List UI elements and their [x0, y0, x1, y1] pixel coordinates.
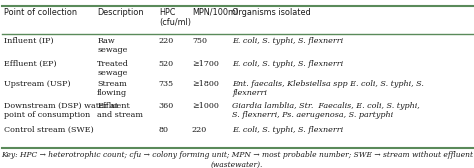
Text: E. coli, S. typhi, S. flexnerri: E. coli, S. typhi, S. flexnerri	[232, 126, 343, 134]
Text: 750: 750	[192, 37, 207, 45]
Text: 520: 520	[159, 60, 174, 68]
Text: Downstream (DSP) water at
point of consumption: Downstream (DSP) water at point of consu…	[4, 102, 118, 119]
Text: ≥1700: ≥1700	[192, 60, 219, 68]
Text: Control stream (SWE): Control stream (SWE)	[4, 126, 93, 134]
Text: Description: Description	[97, 8, 144, 17]
Text: Influent (IP): Influent (IP)	[4, 37, 54, 45]
Text: Point of collection: Point of collection	[4, 8, 77, 17]
Text: MPN/100ml: MPN/100ml	[192, 8, 238, 17]
Text: Organisms isolated: Organisms isolated	[232, 8, 311, 17]
Text: Upstream (USP): Upstream (USP)	[4, 80, 71, 88]
Text: Ent. faecalis, Klebsiellsa spp E. coli, S. typhi, S.
flexnerri: Ent. faecalis, Klebsiellsa spp E. coli, …	[232, 80, 424, 97]
Text: Key: HPC → heterotrophic count; cfu → colony forming unit; MPN → most probable n: Key: HPC → heterotrophic count; cfu → co…	[1, 151, 473, 168]
Text: Stream
flowing: Stream flowing	[97, 80, 128, 97]
Text: ≥1800: ≥1800	[192, 80, 219, 88]
Text: 360: 360	[159, 102, 174, 110]
Text: Effluent
and stream: Effluent and stream	[97, 102, 143, 119]
Text: Raw
sewage: Raw sewage	[97, 37, 128, 54]
Text: Treated
sewage: Treated sewage	[97, 60, 129, 77]
Text: E. coli, S. typhi, S. flexnerri: E. coli, S. typhi, S. flexnerri	[232, 37, 343, 45]
Text: 80: 80	[159, 126, 169, 134]
Text: ≥1000: ≥1000	[192, 102, 219, 110]
Text: HPC
(cfu/ml): HPC (cfu/ml)	[159, 8, 191, 27]
Text: 735: 735	[159, 80, 174, 88]
Text: Giardia lamblia, Str.  Faecalis, E. coli, S. typhi,
S. flexnerri, Ps. aerugenosa: Giardia lamblia, Str. Faecalis, E. coli,…	[232, 102, 420, 119]
Text: 220: 220	[192, 126, 207, 134]
Text: E. coli, S. typhi, S. flexnerri: E. coli, S. typhi, S. flexnerri	[232, 60, 343, 68]
Text: 220: 220	[159, 37, 174, 45]
Text: Effluent (EP): Effluent (EP)	[4, 60, 56, 68]
